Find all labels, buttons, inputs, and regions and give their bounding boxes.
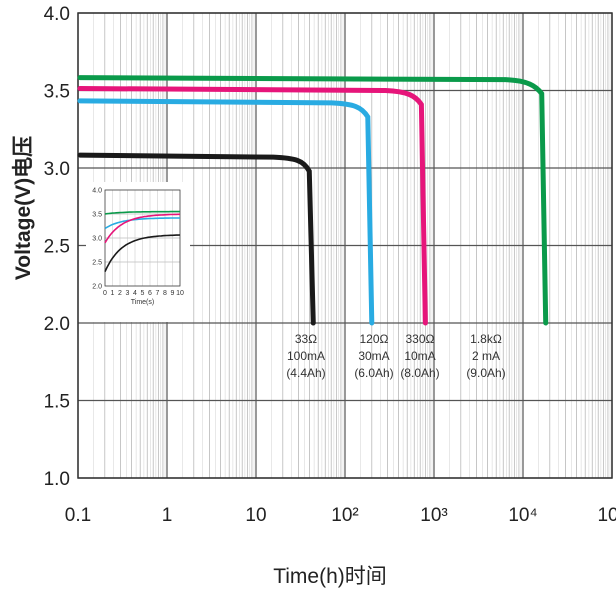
inset-series-line-3 — [104, 234, 181, 272]
x-tick-label: 10 — [245, 505, 266, 526]
series-line-1 — [77, 98, 375, 326]
annotation-text: 2 mA — [472, 349, 500, 363]
x-tick-label: 10² — [331, 505, 358, 526]
annotation-text: 1.8kΩ — [470, 332, 502, 346]
x-axis-label: Time(h)时间 — [273, 565, 387, 588]
y-tick-label: 2.5 — [44, 237, 70, 258]
inset-x-tick-label: 2 — [118, 290, 122, 297]
annotation-text: 33Ω — [295, 332, 317, 346]
inset-x-tick-label: 7 — [156, 290, 160, 297]
y-tick-label: 3.5 — [44, 82, 70, 103]
inset-y-tick-label: 4.0 — [92, 188, 102, 195]
annotation-text: (9.0Ah) — [466, 366, 505, 380]
x-tick-label: 10⁴ — [508, 505, 537, 526]
annotation-text: (8.0Ah) — [400, 366, 439, 380]
x-tick-labels: 0.1 1 10 10² 10³ 10⁴ 10⁵ — [65, 505, 616, 526]
inset-chart: 4.0 3.5 3.0 2.5 2.00 1 2 3 4 5 6 7 8 9 10 Time(s) — [86, 182, 190, 322]
x-tick-label: 0.1 — [65, 505, 91, 526]
inset-series-line-2 — [104, 213, 180, 244]
inset-x-tick-label: 5 — [141, 290, 145, 297]
inset-x-tick-label: 10 — [176, 290, 184, 297]
inset-x-tick-label: 8 — [163, 290, 167, 297]
inset-y-tick-label: 2.5 — [92, 260, 102, 267]
inset-x-tick-label: 3 — [126, 290, 130, 297]
annotation-text: 120Ω — [360, 332, 389, 346]
series-line-0 — [77, 152, 316, 326]
y-tick-label: 1.0 — [44, 469, 70, 490]
y-axis-label: Voltage(V)电压 — [12, 136, 35, 280]
y-tick-label: 1.5 — [44, 392, 70, 413]
inset-x-tick-label: 1 — [111, 290, 115, 297]
series-line-2 — [77, 86, 428, 326]
annotations: 33Ω 100mA (4.4Ah) 120Ω 30mA (6.0Ah) 330Ω 10mA (8… — [286, 332, 505, 380]
x-tick-label: 1 — [162, 505, 173, 526]
y-tick-label: 2.0 — [44, 314, 70, 335]
series-line-3 — [77, 75, 549, 326]
plot-frame — [77, 12, 613, 479]
annotation-text: 30mA — [358, 349, 389, 363]
annotation-text: (4.4Ah) — [286, 366, 325, 380]
annotation-text: 10mA — [404, 349, 435, 363]
inset-x-tick-label: 4 — [133, 290, 137, 297]
annotation-text: 330Ω — [406, 332, 435, 346]
inset-x-tick-label: 6 — [148, 290, 152, 297]
x-tick-label: 10⁵ — [597, 505, 616, 526]
inset-x-tick-label: 0 — [103, 290, 107, 297]
x-tick-label: 10³ — [420, 505, 447, 526]
plot-border — [77, 12, 613, 479]
inset-y-tick-label: 2.0 — [92, 284, 102, 291]
series-layer — [77, 75, 549, 326]
inset-y-tick-label: 3.0 — [92, 236, 102, 243]
inset-border — [104, 189, 181, 287]
inset-series-line-0 — [104, 210, 180, 215]
inset-x-tick-label: 9 — [171, 290, 175, 297]
annotation-text: (6.0Ah) — [354, 366, 393, 380]
inset-y-tick-label: 3.5 — [92, 212, 102, 219]
y-tick-label: 3.0 — [44, 159, 70, 180]
annotation-text: 100mA — [287, 349, 325, 363]
inset-x-axis-label: Time(s) — [131, 299, 154, 306]
y-tick-label: 4.0 — [44, 4, 70, 25]
inset-series-line-1 — [104, 217, 180, 230]
y-tick-labels: 4.0 3.5 3.0 2.5 2.0 1.5 1.0 — [44, 4, 70, 490]
